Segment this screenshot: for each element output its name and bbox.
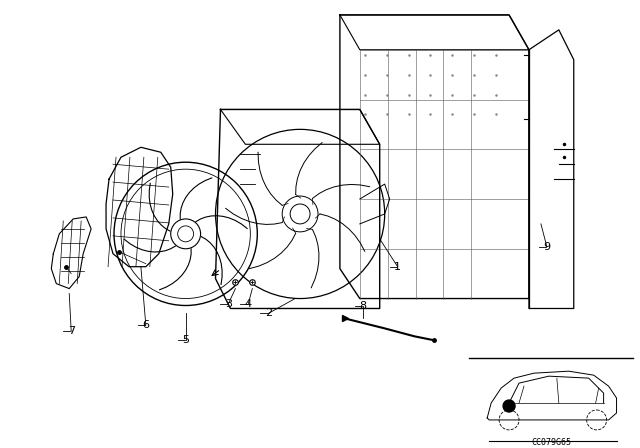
Text: CC079G65: CC079G65 [532, 438, 572, 447]
Text: 3: 3 [225, 298, 232, 309]
Text: 4: 4 [244, 298, 252, 309]
Text: 1: 1 [394, 262, 401, 271]
Text: 9: 9 [543, 242, 550, 252]
Text: 6: 6 [142, 320, 149, 331]
Text: 5: 5 [182, 336, 189, 345]
Circle shape [503, 400, 515, 412]
Text: 2: 2 [265, 309, 272, 319]
Text: 7: 7 [68, 327, 75, 336]
Text: 8: 8 [359, 302, 366, 311]
